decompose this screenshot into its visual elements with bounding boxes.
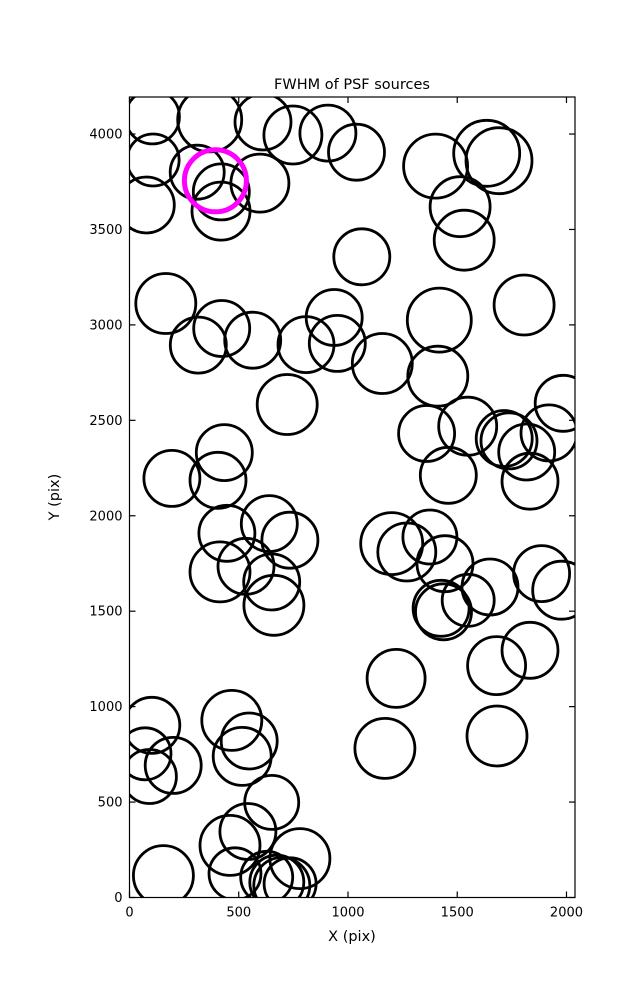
psf-source-circle [365,648,427,709]
psf-source-circle [191,162,251,222]
psf-source-circle [411,578,471,638]
psf-sources-group [129,97,575,898]
y-tick-label: 2000 [89,509,122,524]
y-axis-label: Y (pix) [47,474,63,522]
psf-source-circle [243,774,301,831]
psf-source-circle [223,310,283,370]
psf-source-circle [198,814,262,877]
psf-source-circle [142,448,202,508]
psf-source-circle [143,736,203,795]
psf-source-circle [262,104,324,166]
x-tick-label: 500 [226,906,251,921]
psf-source-circle [497,422,557,482]
plot-title: FWHM of PSF sources [274,77,430,93]
psf-source-circle [262,856,318,898]
psf-source-circle [129,175,176,235]
psf-source-circle [500,620,560,680]
psf-source-circle [332,227,392,287]
y-tick-label: 0 [114,891,122,906]
psf-source-circle [248,853,306,898]
psf-source-circle [132,844,195,898]
psf-source-circle [397,404,457,463]
psf-source-circle [464,126,534,196]
y-tick-label: 3000 [89,318,122,333]
psf-source-circle [359,511,425,576]
psf-source-circle [233,97,293,152]
psf-source-circle [239,849,295,898]
y-tick-label: 4000 [89,128,122,143]
psf-source-circle [500,451,560,511]
psf-source-circle [129,726,173,782]
psf-source-circle [440,572,496,628]
y-tick-label: 2500 [89,414,122,429]
y-tick-label: 500 [98,796,123,811]
psf-source-circle [466,635,528,696]
x-tick-label: 1000 [331,906,364,921]
psf-source-circle [298,103,358,163]
psf-source-circle [200,689,264,752]
psf-source-circle [255,373,319,436]
psf-source-circle [129,97,181,146]
x-tick-label: 1500 [441,906,474,921]
y-tick-label: 1500 [89,605,122,620]
psf-source-circle [406,344,470,408]
axes-group: 0 500 1000 1500 2000 0 500 1000 1500 2000 2500 3000… [89,97,583,921]
psf-source-circle [479,411,539,471]
x-tick-label: 2000 [550,906,583,921]
psf-source-circle [418,445,478,505]
axes-frame [128,96,576,899]
psf-source-circle [304,288,364,347]
psf-source-circle [465,704,529,768]
psf-source-circle [512,544,571,603]
psf-source-circle [192,299,252,358]
y-tick-label: 3500 [89,223,122,238]
psf-source-circle [188,450,248,510]
psf-source-circle [242,573,306,637]
psf-source-circle [207,846,263,898]
psf-source-circle [268,827,332,890]
psf-source-circle [194,423,254,483]
psf-source-circle [350,332,414,395]
psf-source-circle [533,373,575,433]
psf-source-circle [452,118,522,188]
psf-source-circle [260,510,320,570]
psf-source-circle [168,143,226,201]
psf-source-circle [129,695,182,755]
psf-source-circle [353,717,417,780]
psf-source-circle [219,711,279,771]
psf-source-circle [134,272,198,335]
y-tick-label: 1000 [89,700,122,715]
psf-source-circle [242,552,302,612]
psf-source-circle [252,856,312,898]
psf-source-circle [239,494,299,553]
psf-source-circle [188,540,252,604]
psf-source-circle [405,286,473,354]
x-axis-label: X (pix) [328,929,376,945]
psf-source-circle [129,132,181,188]
x-tick-label: 0 [125,906,133,921]
psf-source-circle [307,313,367,373]
highlighted-psf-source-circle [181,147,249,215]
psf-source-circle [327,122,386,182]
psf-source-circle [197,503,257,563]
psf-source-circle [492,273,556,337]
psf-source-circle [428,175,492,239]
psf-source-circle [414,582,473,642]
psf-source-circle [229,152,291,214]
psf-source-circle [432,208,496,272]
psf-source-circle [531,559,575,621]
